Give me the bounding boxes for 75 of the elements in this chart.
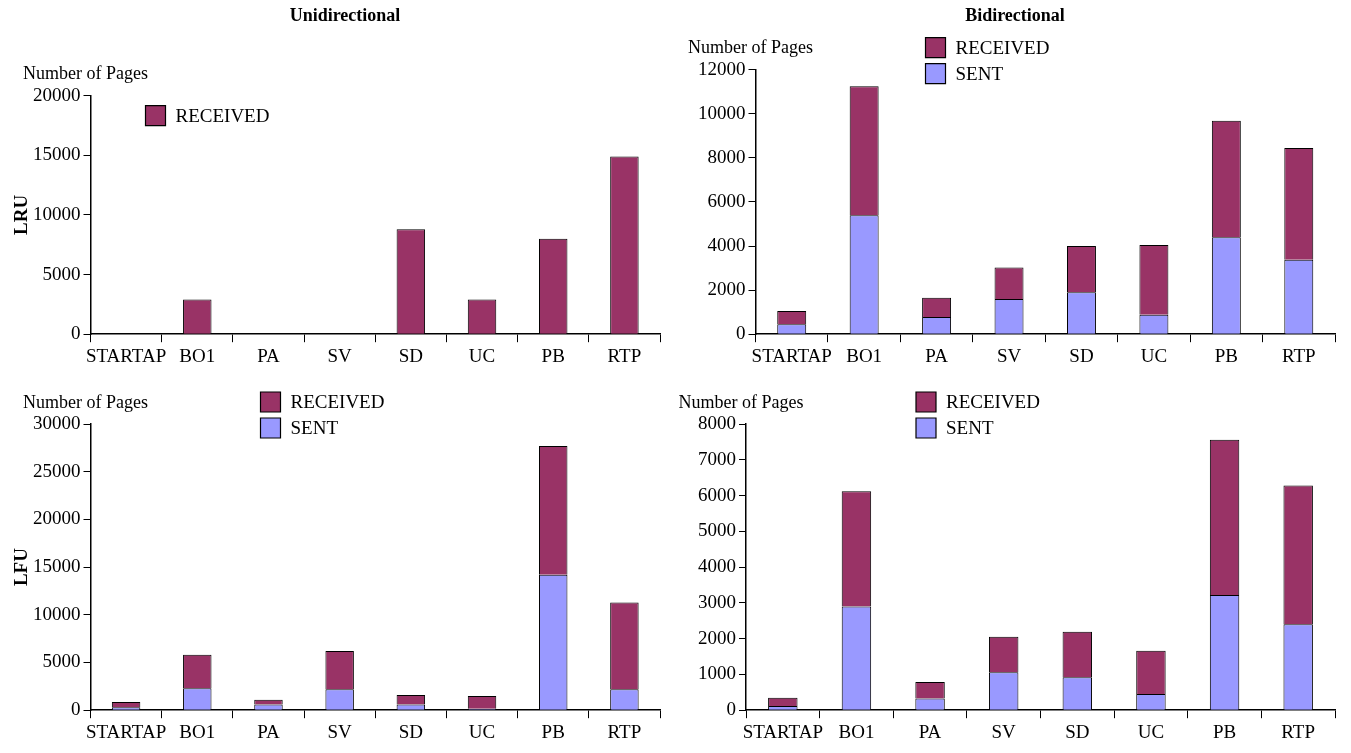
y-tick-label: 5000 [698, 519, 736, 541]
legend-label: RECEIVED [290, 390, 385, 412]
y-tick-label: 2000 [707, 278, 746, 300]
x-tick-label: SD [398, 720, 423, 742]
y-tick-label: 30000 [33, 411, 81, 433]
y-tick-label: 7000 [698, 447, 736, 469]
chart-title: Unidirectional [289, 5, 401, 26]
y-tick-label: 6000 [698, 483, 736, 505]
y-tick-label: 12000 [698, 57, 746, 79]
x-tick-label: PA [918, 720, 942, 742]
x-tick-label: UC [1137, 720, 1165, 742]
text: LFU [9, 547, 31, 587]
y-tick-label: 8000 [698, 411, 736, 433]
x-tick-label: RTP [607, 344, 642, 366]
y-tick-label: 20000 [33, 507, 81, 529]
y-tick-label: 10000 [33, 202, 81, 224]
legend-label: RECEIVED [946, 390, 1040, 412]
x-tick-label: PA [925, 344, 949, 366]
y-tick-label: 5000 [42, 650, 81, 672]
legend-label: SENT [946, 416, 994, 438]
x-tick-label: PB [541, 344, 565, 366]
chart-title: Bidirectional [965, 5, 1065, 26]
y-tick-label: 8000 [707, 145, 746, 167]
x-tick-label: STARTAP [85, 344, 167, 366]
y-tick-label: 15000 [33, 143, 81, 165]
x-tick-label: BO1 [179, 720, 216, 742]
y-axis-title: Number of Pages [23, 63, 148, 84]
legend-label: RECEIVED [175, 104, 270, 126]
x-tick-label: STARTAP [751, 344, 832, 366]
y-tick-label: 5000 [42, 262, 81, 284]
x-tick-label: UC [1140, 344, 1168, 366]
x-tick-label: RTP [607, 720, 642, 742]
y-tick-label: 0 [736, 322, 746, 344]
x-tick-label: STARTAP [742, 720, 823, 742]
y-tick-label: 15000 [33, 555, 81, 577]
y-tick-label: 0 [71, 698, 81, 720]
x-tick-label: SV [991, 720, 1017, 742]
x-tick-label: SV [327, 720, 353, 742]
y-tick-label: 1000 [698, 662, 736, 684]
x-tick-label: UC [468, 344, 496, 366]
y-tick-label: 6000 [707, 189, 746, 211]
x-tick-label: PB [1212, 720, 1237, 742]
x-tick-label: RTP [1281, 720, 1316, 742]
x-tick-label: PA [257, 720, 281, 742]
y-tick-label: 20000 [33, 83, 81, 105]
y-tick-label: 10000 [698, 101, 746, 123]
y-tick-label: 4000 [698, 555, 736, 577]
x-tick-label: UC [468, 720, 496, 742]
y-tick-label: 4000 [707, 233, 746, 255]
x-tick-label: PA [257, 344, 281, 366]
x-tick-label: BO1 [846, 344, 883, 366]
y-tick-label: 10000 [33, 602, 81, 624]
x-tick-label: SD [1065, 720, 1090, 742]
y-tick-label: 2000 [698, 626, 736, 648]
x-tick-label: PB [541, 720, 565, 742]
x-tick-label: PB [1214, 344, 1238, 366]
legend-label: RECEIVED [955, 36, 1050, 58]
y-tick-label: 3000 [698, 590, 736, 612]
y-axis-title: Number of Pages [23, 391, 148, 412]
y-axis-title: Number of Pages [678, 391, 804, 412]
y-axis-title: Number of Pages [688, 37, 813, 58]
x-tick-label: BO1 [838, 720, 875, 742]
x-tick-label: BO1 [179, 344, 216, 366]
y-tick-label: 0 [726, 698, 736, 720]
y-tick-label: 25000 [33, 459, 81, 481]
legend-label: SENT [290, 416, 339, 438]
x-tick-label: STARTAP [85, 720, 167, 742]
y-tick-label: 0 [71, 322, 81, 344]
text: LRU [9, 194, 31, 235]
x-tick-label: SV [327, 344, 353, 366]
legend-label: SENT [955, 62, 1004, 84]
x-tick-label: RTP [1281, 344, 1316, 366]
x-tick-label: SV [996, 344, 1022, 366]
x-tick-label: SD [1069, 344, 1094, 366]
x-tick-label: SD [398, 344, 423, 366]
